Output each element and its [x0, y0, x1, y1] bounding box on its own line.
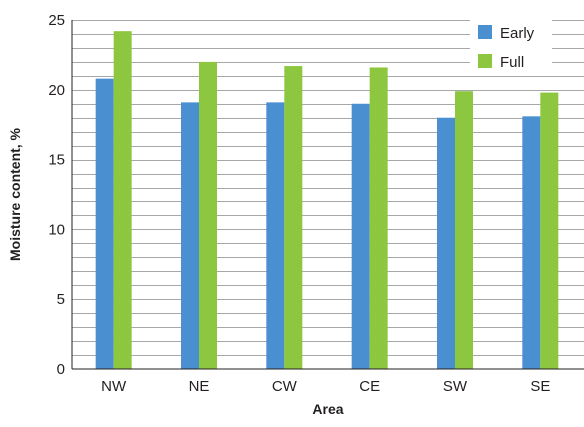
legend-swatch-early — [478, 25, 492, 39]
bar-early-nw — [95, 78, 114, 370]
bar-early-ce — [351, 103, 370, 369]
legend-label-full: Full — [500, 54, 524, 71]
bar-early-sw — [437, 117, 455, 369]
bar-full-sw — [455, 91, 473, 370]
legend: Early Full — [470, 20, 552, 76]
x-tick-label: SE — [530, 378, 550, 395]
legend-swatch-full — [478, 54, 492, 68]
legend-label-early: Early — [500, 25, 535, 42]
y-tick-label: 0 — [57, 361, 65, 378]
bar-early-cw — [266, 102, 285, 369]
axes-group — [71, 20, 584, 370]
y-tick-label: 5 — [57, 291, 65, 308]
bar-full-ce — [369, 67, 388, 370]
plot-background — [72, 20, 584, 369]
y-tick-label: 10 — [48, 221, 65, 238]
bar-full-cw — [284, 66, 303, 370]
x-axis-title: Area — [312, 401, 343, 417]
x-tick-label: NW — [101, 378, 127, 395]
x-tick-label: SW — [443, 378, 468, 395]
gridlines — [72, 20, 584, 356]
y-tick-label: 25 — [48, 12, 65, 29]
y-tick-label: 15 — [48, 152, 65, 169]
bar-early-se — [522, 116, 541, 369]
bar-early-ne — [181, 102, 199, 369]
y-axis-title: Moisture content, % — [7, 127, 23, 261]
x-tick-labels: NW NE CW CE SW SE — [101, 378, 550, 395]
x-tick-label: CE — [359, 378, 380, 395]
y-tick-labels: 0 5 10 15 20 25 — [48, 12, 65, 378]
bar-full-ne — [199, 61, 217, 369]
bars-group — [95, 31, 559, 370]
y-tick-label: 20 — [48, 82, 65, 99]
bar-full-se — [540, 92, 559, 369]
bar-full-nw — [113, 31, 132, 369]
x-tick-label: CW — [272, 378, 298, 395]
x-tick-label: NE — [189, 378, 210, 395]
